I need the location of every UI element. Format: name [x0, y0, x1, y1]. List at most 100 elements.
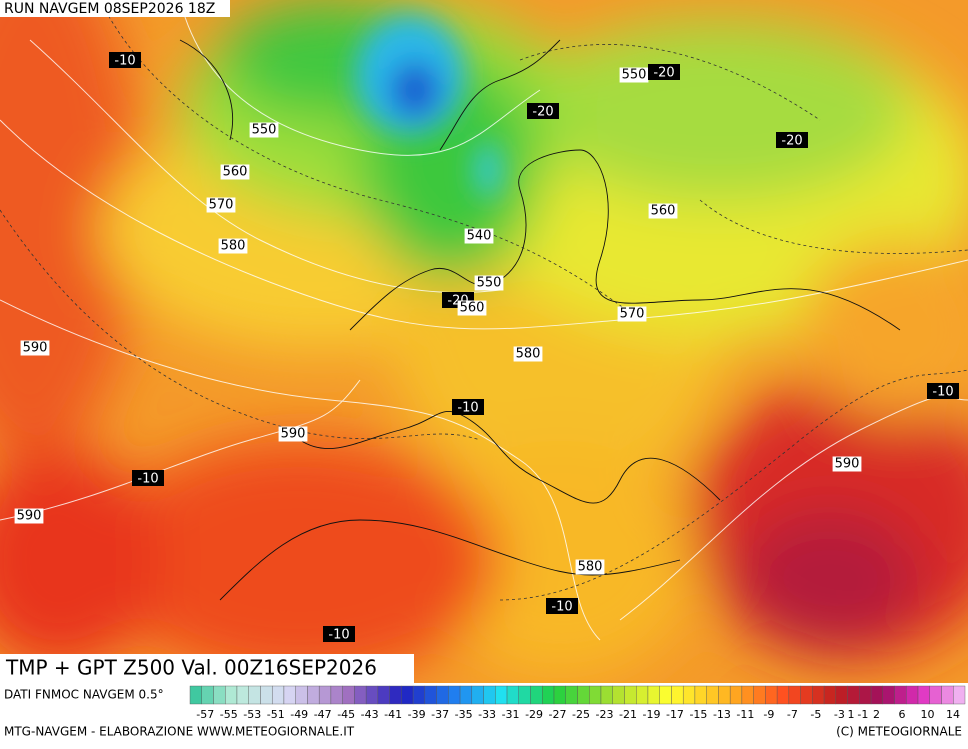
colorbar-swatch — [835, 685, 848, 705]
colorbar-swatch — [636, 685, 649, 705]
isotherms — [0, 0, 968, 601]
colorbar-swatch — [483, 685, 496, 705]
colorbar-swatch — [577, 685, 590, 705]
colorbar-label: -55 — [220, 708, 238, 721]
colorbar-swatch — [530, 685, 543, 705]
colorbar-swatch — [600, 685, 613, 705]
isotherm-label: -20 — [653, 66, 674, 81]
colorbar-swatch — [225, 685, 238, 705]
colorbar-label: -17 — [666, 708, 684, 721]
colorbar-swatch — [823, 685, 837, 705]
colorbar-label: 14 — [946, 708, 960, 721]
colorbar-label: -41 — [384, 708, 402, 721]
colorbar-swatch — [448, 685, 461, 705]
colorbar-swatch — [307, 685, 320, 705]
isohypse-label: 550 — [622, 68, 647, 83]
colorbar-swatch — [859, 685, 872, 705]
colorbar-swatch — [553, 685, 566, 705]
run-title: RUN NAVGEM 08SEP2026 18Z — [4, 1, 215, 17]
colorbar-swatch — [589, 685, 602, 705]
colorbar-swatch — [506, 685, 519, 705]
colorbar-swatch — [459, 685, 473, 705]
colorbar-swatch — [694, 685, 707, 705]
colorbar-swatch — [471, 685, 484, 705]
colorbar-swatch — [271, 685, 285, 705]
colorbar-swatch — [401, 685, 414, 705]
label-box — [648, 64, 680, 80]
label-box — [14, 508, 44, 524]
label-box — [452, 399, 484, 415]
colorbar-swatch — [659, 685, 672, 705]
colorbar-swatch — [342, 685, 355, 705]
colorbar-swatch — [882, 685, 895, 705]
colorbar-source: DATI FNMOC NAVGEM 0.5° — [4, 688, 164, 702]
colorbar-label: -19 — [642, 708, 660, 721]
label-box — [464, 228, 494, 244]
colorbar-label: -45 — [337, 708, 355, 721]
colorbar-swatch — [776, 685, 790, 705]
label-box — [927, 383, 959, 399]
label-box — [527, 103, 559, 119]
colorbar-swatch — [800, 685, 813, 705]
colorbar-swatch — [953, 685, 966, 705]
colorbar-swatch — [706, 685, 719, 705]
colorbar-label: -11 — [736, 708, 754, 721]
coastlines — [179, 39, 901, 601]
colorbar-swatch — [436, 685, 449, 705]
colorbar-label: -51 — [267, 708, 285, 721]
colorbar-swatch — [929, 685, 942, 705]
isohypse-label: 560 — [223, 165, 248, 180]
label-box — [109, 52, 141, 68]
isohypse-label: 590 — [23, 341, 48, 356]
colorbar-label: -43 — [361, 708, 379, 721]
colorbar-swatch — [236, 685, 249, 705]
colorbar-swatch — [330, 685, 343, 705]
colorbar-swatch — [248, 685, 261, 705]
isohypse-label: 590 — [17, 509, 42, 524]
colorbar-label: -49 — [290, 708, 308, 721]
colorbar-label: -25 — [572, 708, 590, 721]
label-box — [619, 67, 649, 83]
colorbar-label: -29 — [525, 708, 543, 721]
label-box — [617, 306, 647, 322]
colorbar-swatch — [518, 685, 531, 705]
colorbar-swatch — [565, 685, 578, 705]
label-box — [832, 456, 862, 472]
isohypse-label: 560 — [460, 301, 485, 316]
colorbar-swatch — [788, 685, 801, 705]
colorbar-label: -7 — [787, 708, 798, 721]
isotherm-label: -10 — [932, 385, 953, 400]
footer-right: (C) METEOGIORNALE — [836, 725, 962, 739]
isohypse-label: 570 — [209, 198, 234, 213]
colorbar-swatch — [682, 685, 696, 705]
colorbar-label: -31 — [502, 708, 520, 721]
colorbar-swatch — [624, 685, 637, 705]
colorbar-swatch — [201, 685, 214, 705]
colorbar-swatch — [917, 685, 930, 705]
colorbar-swatch — [847, 685, 860, 705]
isohypse-label: 540 — [467, 229, 492, 244]
isotherm-label: -10 — [551, 600, 572, 615]
isohypse-label: 550 — [252, 123, 277, 138]
label-box — [575, 559, 605, 575]
isohypse-label: 590 — [281, 427, 306, 442]
label-box — [278, 426, 308, 442]
label-box — [323, 626, 355, 642]
isohypse-label: 590 — [835, 457, 860, 472]
colorbar-label: -53 — [243, 708, 261, 721]
colorbar-label: -3 — [834, 708, 845, 721]
label-box — [474, 275, 504, 291]
isohypse-label: 560 — [651, 204, 676, 219]
map-field — [0, 0, 968, 683]
isotherm-label: -20 — [532, 105, 553, 120]
header-box — [0, 0, 230, 17]
colorbar-label: -37 — [431, 708, 449, 721]
colorbar-label: -33 — [478, 708, 496, 721]
colorbar-swatch — [647, 685, 660, 705]
label-box — [546, 598, 578, 614]
colorbar-label: -57 — [196, 708, 214, 721]
colorbar-label: -13 — [713, 708, 731, 721]
label-box — [513, 346, 543, 362]
colorbar-swatch — [365, 685, 379, 705]
colorbar-label: 2 — [873, 708, 880, 721]
